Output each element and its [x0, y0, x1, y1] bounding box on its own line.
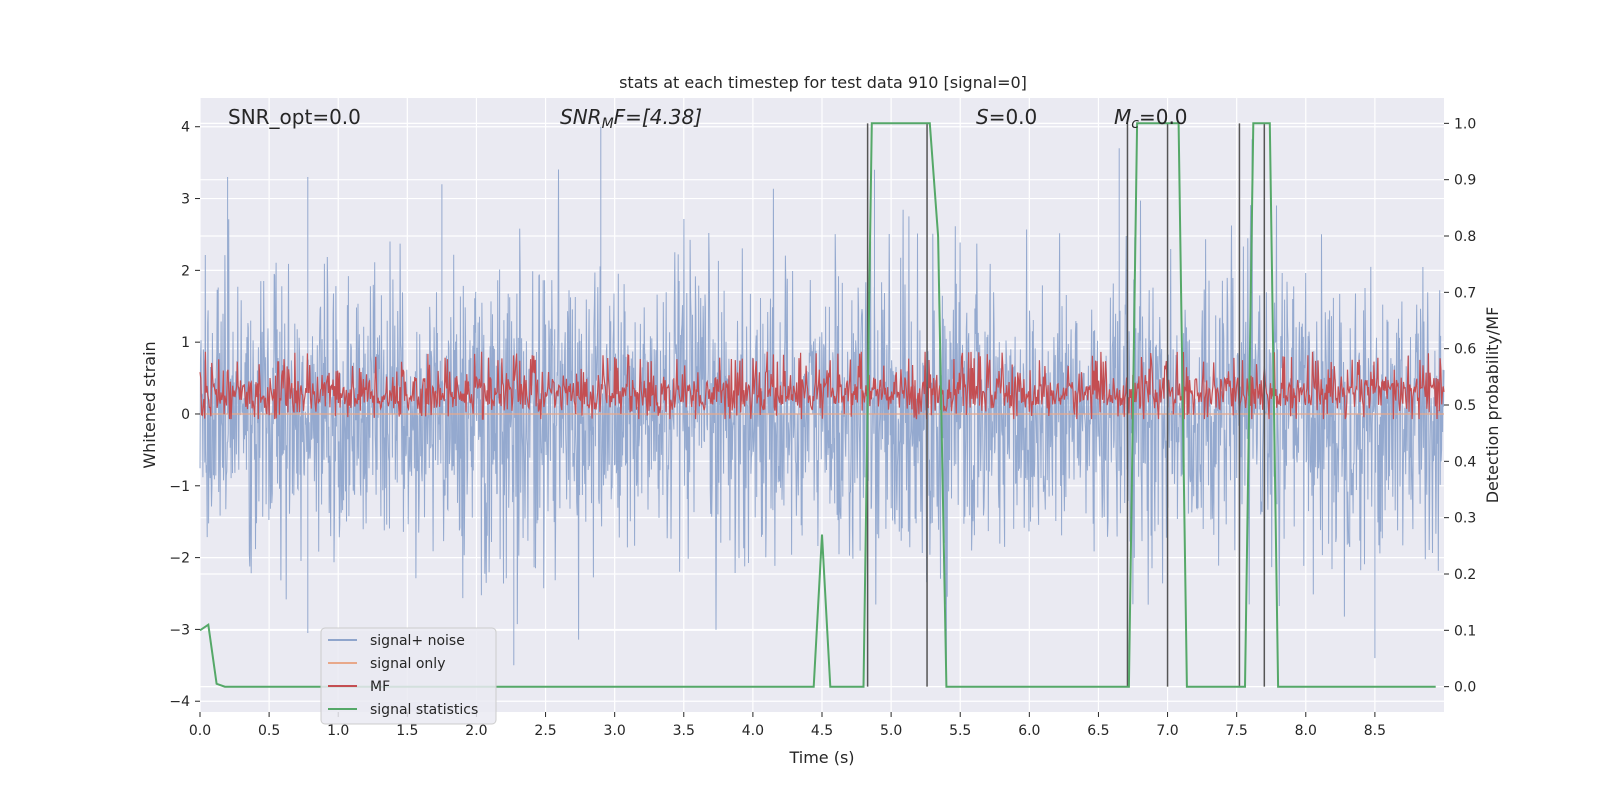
- y-axis-label: Whitened strain: [140, 341, 159, 468]
- series-mf: [199, 351, 1445, 420]
- y-tick-label: −2: [169, 551, 190, 567]
- y2-tick-label: 1.0: [1454, 116, 1476, 132]
- x-tick-label: 6.0: [1018, 723, 1040, 739]
- legend: signal+ noise signal only MF signal stat…: [320, 627, 497, 725]
- x-tick-label: 6.5: [1087, 723, 1109, 739]
- series-line-signal-noise: [199, 126, 1445, 687]
- annotation-mc: Mc=0.0: [1114, 105, 1188, 132]
- x-tick-label: 4.0: [742, 723, 764, 739]
- x-tick-label: 5.0: [880, 723, 902, 739]
- y2-tick-label: 0.5: [1454, 398, 1476, 414]
- x-tick-label: 8.0: [1295, 723, 1317, 739]
- x-tick-label: 4.5: [811, 723, 833, 739]
- y-tick-label: 4: [181, 120, 190, 136]
- y2-tick-label: 0.4: [1454, 454, 1476, 470]
- legend-label-signal-only: signal only: [370, 656, 445, 672]
- y2-axis-label: Detection probability/MF: [1483, 307, 1502, 504]
- x-axis-ticks: 0.0 0.5 1.0 1.5 2.0 2.5 3.0 3.5 4.0 4.5 5.0 5.5 6.0 6…: [189, 712, 1386, 739]
- y2-tick-label: 0.6: [1454, 342, 1476, 358]
- x-tick-label: 3.0: [604, 723, 626, 739]
- series-signal-statistics: [199, 122, 1436, 688]
- y-tick-label: 1: [181, 335, 190, 351]
- legend-label-mf: MF: [370, 679, 390, 695]
- annotation-snr-opt: SNR_opt=0.0: [228, 105, 361, 129]
- series-line-signal-statistics: [199, 122, 1436, 688]
- legend-label-signal-statistics: signal statistics: [370, 702, 478, 718]
- x-tick-label: 7.0: [1156, 723, 1178, 739]
- y2-tick-label: 0.9: [1454, 173, 1476, 189]
- y2-tick-label: 0.1: [1454, 623, 1476, 639]
- legend-box: [320, 627, 497, 725]
- y2-tick-label: 0.8: [1454, 229, 1476, 245]
- y-tick-label: −4: [169, 694, 190, 710]
- series-line-mf: [199, 351, 1445, 420]
- x-tick-label: 1.5: [396, 723, 418, 739]
- y-tick-label: 0: [181, 407, 190, 423]
- y2-tick-label: 0.7: [1454, 285, 1476, 301]
- x-tick-label: 8.5: [1364, 723, 1386, 739]
- y2-axis-ticks: 0.0 0.1 0.2 0.3 0.4 0.5 0.6 0.7 0.8 0.9 1.0: [1444, 116, 1476, 696]
- x-tick-label: 5.5: [949, 723, 971, 739]
- x-tick-label: 3.5: [673, 723, 695, 739]
- x-axis-label: Time (s): [788, 748, 854, 767]
- y-tick-label: −3: [169, 622, 190, 638]
- y-tick-label: 2: [181, 263, 190, 279]
- series-signal-noise: [199, 126, 1445, 687]
- x-tick-label: 2.0: [465, 723, 487, 739]
- x-tick-label: 0.0: [189, 723, 211, 739]
- annotation-snr-mf: SNRMF=[4.38]: [560, 105, 702, 132]
- y2-tick-label: 0.0: [1454, 680, 1476, 696]
- y-tick-label: −1: [169, 479, 190, 495]
- y2-tick-label: 0.3: [1454, 511, 1476, 527]
- x-tick-label: 0.5: [258, 723, 280, 739]
- y-tick-label: 3: [181, 192, 190, 208]
- x-tick-label: 7.5: [1226, 723, 1248, 739]
- y2-tick-label: 0.2: [1454, 567, 1476, 583]
- legend-label-signal-noise: signal+ noise: [370, 633, 465, 649]
- chart-title: stats at each timestep for test data 910…: [619, 73, 1027, 92]
- x-tick-label: 2.5: [534, 723, 556, 739]
- y-axis-ticks: −4 −3 −2 −1 0 1 2 3 4: [169, 120, 200, 710]
- annotation-s: S=0.0: [976, 105, 1037, 129]
- x-tick-label: 1.0: [327, 723, 349, 739]
